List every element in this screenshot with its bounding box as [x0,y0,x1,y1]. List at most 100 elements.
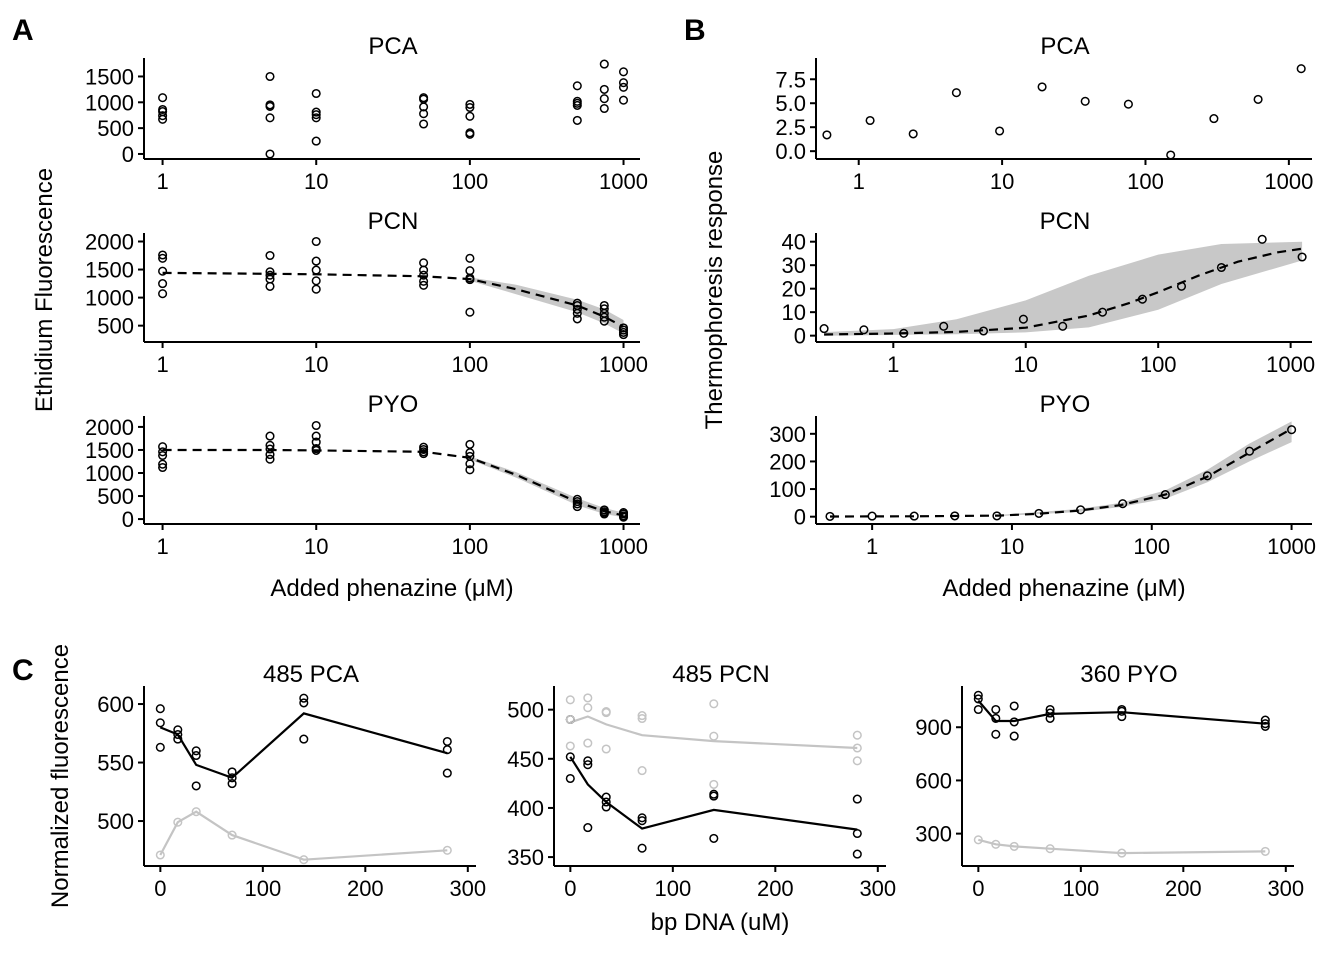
data-point [572,81,582,91]
data-point [1009,841,1019,851]
data-point [618,67,629,77]
fit-curve [824,247,1303,336]
data-point [465,266,475,276]
y-tick-label: 0 [122,142,134,167]
data-point [1160,490,1170,500]
data-point [1287,425,1297,435]
x-tick-label: 10 [1014,352,1038,377]
data-point [1009,731,1019,741]
x-tick-label: 1000 [599,352,648,377]
data-point [442,845,452,855]
data-point [973,835,983,845]
data-point [419,258,429,268]
data-point [299,855,309,865]
data-point [565,773,575,784]
data-point [599,84,609,94]
y-tick-label: 1500 [85,64,134,89]
y-tick-label: 2000 [85,415,134,440]
data-point [572,115,582,125]
x-tick-label: 1 [853,169,865,194]
y-tick-label: 550 [97,751,134,776]
data-point [852,756,862,766]
data-point [637,813,647,823]
data-point [419,265,429,275]
x-tick-label: 0 [972,876,984,901]
data-point [973,704,983,715]
data-point [1176,281,1187,291]
data-point [191,750,201,761]
x-tick-label: 0 [564,876,576,901]
data-point [1076,505,1086,515]
data-point [1018,314,1028,324]
data-point [465,465,475,475]
data-point [709,791,719,801]
data-point [227,773,237,783]
data-point [419,449,429,459]
x-tick-label: 100 [654,876,691,901]
data-point [1260,719,1270,729]
data-point [311,256,321,266]
data-point [1296,64,1306,74]
data-point [1045,708,1055,718]
series-line [977,699,1266,725]
data-point [599,304,609,314]
y-tick-label: 30 [782,253,806,278]
data-point [158,266,168,276]
facet-title: PCA [368,33,417,60]
data-point [618,78,629,88]
fit-curve [162,271,625,328]
series-line [569,756,858,831]
y-tick-label: 0.0 [775,139,806,164]
data-point [1137,294,1147,304]
data-point [265,71,275,82]
data-point [311,110,321,120]
x-tick-label: 1 [887,352,899,377]
data-point [419,119,429,129]
y-tick-label: 600 [97,692,134,717]
facet-title: PCN [368,208,419,235]
data-point [819,324,829,334]
data-point [709,833,719,843]
y-tick-label: 200 [769,449,806,474]
x-tick-label: 1 [866,534,878,559]
data-point [618,330,629,340]
data-point [311,107,321,117]
data-point [465,459,475,469]
data-point [1080,96,1090,106]
data-point [158,250,168,260]
data-point [618,82,629,92]
data-point [822,130,832,140]
data-point [265,250,275,261]
data-point [265,281,275,291]
data-point [1209,114,1219,124]
facet-title: PYO [368,391,419,418]
data-point [572,499,582,509]
chart-c-485-pcn: 485 PCN 0 100 200 300 350 400 450 500 [507,661,896,901]
data-point [155,742,165,752]
data-point [1045,704,1055,715]
data-point [852,743,862,753]
data-point [158,289,168,299]
confidence-band [998,421,1292,517]
data-point [299,693,309,703]
data-point [1118,499,1128,509]
data-point [191,781,201,791]
data-point [265,444,275,454]
y-tick-label: 0 [794,324,806,349]
chart-c-360-pyo: 360 PYO 0 100 200 300 300 600 900 [915,661,1304,901]
data-point [419,109,429,119]
x-tick-label: 10 [304,169,328,194]
data-point [419,270,429,280]
y-tick-label: 20 [782,277,806,302]
data-point [599,316,609,326]
series-line [159,712,448,780]
data-point [991,704,1001,715]
data-point [227,830,237,840]
chart-c-485-pca: 485 PCA 0 100 200 300 500 550 600 [97,661,486,901]
data-point [311,431,321,441]
data-point [265,113,275,123]
data-point [852,849,862,859]
y-tick-label: 1000 [85,90,134,115]
